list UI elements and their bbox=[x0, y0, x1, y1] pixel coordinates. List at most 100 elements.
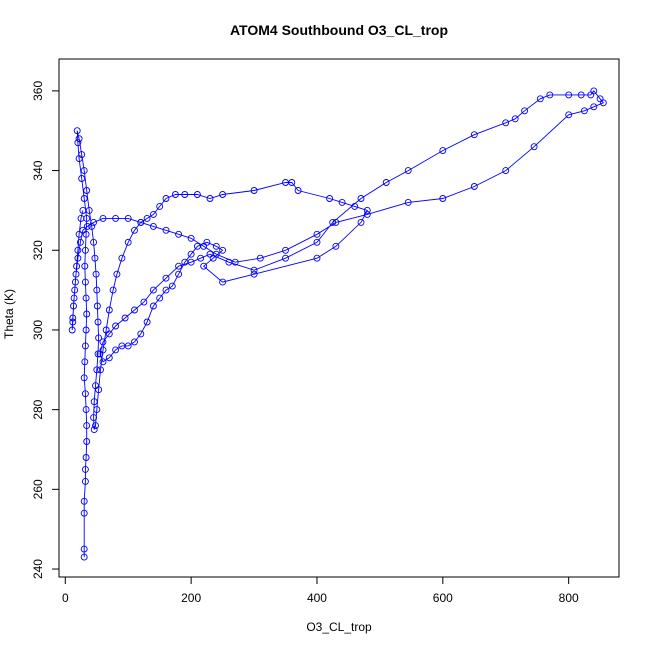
data-point bbox=[338, 198, 346, 206]
data-point bbox=[404, 198, 412, 206]
data-point bbox=[105, 354, 113, 362]
data-point bbox=[149, 210, 157, 218]
x-tick-label: 0 bbox=[62, 591, 69, 605]
y-tick-label: 320 bbox=[31, 240, 45, 260]
data-point bbox=[105, 306, 113, 314]
data-point bbox=[81, 262, 89, 270]
data-point bbox=[112, 214, 120, 222]
data-point bbox=[187, 234, 195, 242]
data-point bbox=[590, 87, 598, 95]
data-point bbox=[73, 127, 81, 135]
data-point bbox=[80, 167, 88, 175]
data-point bbox=[73, 262, 81, 270]
data-point bbox=[326, 195, 334, 202]
series-line bbox=[71, 90, 605, 558]
data-point bbox=[149, 222, 157, 230]
data-point bbox=[521, 107, 529, 115]
data-point bbox=[83, 438, 91, 445]
data-point bbox=[92, 422, 99, 430]
data-point bbox=[168, 282, 176, 290]
data-point bbox=[175, 270, 183, 278]
y-tick-label: 280 bbox=[31, 399, 45, 419]
data-point bbox=[72, 270, 80, 278]
data-point bbox=[404, 167, 412, 175]
data-point bbox=[96, 350, 104, 358]
y-axis: 240 260 280 300 320 340 360 bbox=[31, 81, 60, 579]
x-tick-label: 400 bbox=[307, 591, 327, 605]
data-point bbox=[95, 386, 103, 394]
data-point bbox=[288, 179, 296, 186]
y-tick-label: 300 bbox=[31, 320, 45, 340]
chart-title: ATOM4 Southbound O3_CL_trop bbox=[230, 22, 448, 38]
data-point bbox=[502, 119, 510, 127]
data-point bbox=[171, 191, 179, 198]
data-point bbox=[313, 230, 321, 238]
x-tick-label: 200 bbox=[181, 591, 201, 605]
data-point bbox=[282, 254, 289, 262]
data-point bbox=[175, 230, 183, 238]
y-tick-label: 340 bbox=[31, 160, 45, 180]
data-point bbox=[357, 218, 365, 226]
data-point bbox=[219, 246, 227, 254]
y-axis-label: Theta (K) bbox=[2, 289, 16, 339]
data-point bbox=[256, 254, 264, 262]
data-point bbox=[137, 218, 145, 226]
data-point bbox=[70, 294, 78, 302]
x-axis-label: O3_CL_trop bbox=[306, 620, 372, 634]
data-point bbox=[83, 310, 91, 318]
data-point bbox=[81, 278, 89, 286]
data-point bbox=[282, 246, 289, 254]
data-point bbox=[81, 342, 89, 350]
data-point bbox=[82, 406, 90, 414]
data-point bbox=[109, 286, 117, 294]
data-point bbox=[90, 426, 98, 434]
data-point bbox=[69, 314, 77, 322]
data-point bbox=[131, 338, 138, 346]
data-point bbox=[332, 242, 340, 250]
data-point bbox=[83, 222, 91, 230]
data-point bbox=[81, 246, 89, 254]
data-point bbox=[113, 270, 121, 278]
data-point bbox=[90, 398, 98, 406]
data-point bbox=[99, 214, 107, 222]
x-tick-label: 600 bbox=[433, 591, 453, 605]
data-point bbox=[88, 222, 96, 230]
data-point bbox=[90, 218, 98, 226]
data-point bbox=[162, 286, 170, 294]
data-point bbox=[69, 318, 77, 326]
data-point bbox=[131, 226, 138, 234]
data-point bbox=[313, 238, 321, 246]
data-point bbox=[95, 334, 103, 342]
data-point bbox=[546, 91, 554, 99]
data-point bbox=[118, 254, 126, 262]
data-point bbox=[78, 151, 86, 159]
data-point bbox=[82, 294, 90, 302]
data-point bbox=[97, 366, 104, 374]
data-point bbox=[590, 103, 598, 111]
data-point bbox=[156, 294, 164, 302]
data-point bbox=[74, 254, 82, 262]
data-point bbox=[93, 286, 101, 294]
data-point bbox=[81, 358, 89, 366]
data-point bbox=[313, 254, 321, 262]
data-point bbox=[250, 266, 258, 274]
data-point bbox=[565, 111, 573, 119]
data-point bbox=[121, 314, 129, 322]
data-point bbox=[99, 338, 107, 346]
data-point bbox=[82, 454, 90, 461]
data-point bbox=[536, 95, 544, 103]
data-point bbox=[112, 322, 120, 330]
data-point bbox=[212, 242, 220, 250]
y-tick-label: 260 bbox=[31, 479, 45, 499]
data-point bbox=[131, 306, 138, 314]
data-point bbox=[502, 167, 510, 175]
data-point bbox=[351, 202, 359, 210]
data-point bbox=[80, 509, 88, 517]
data-point bbox=[68, 326, 76, 334]
data-point bbox=[105, 330, 113, 338]
data-point bbox=[580, 107, 588, 115]
data-point bbox=[83, 187, 91, 194]
data-point bbox=[93, 302, 101, 310]
data-point bbox=[219, 278, 227, 286]
